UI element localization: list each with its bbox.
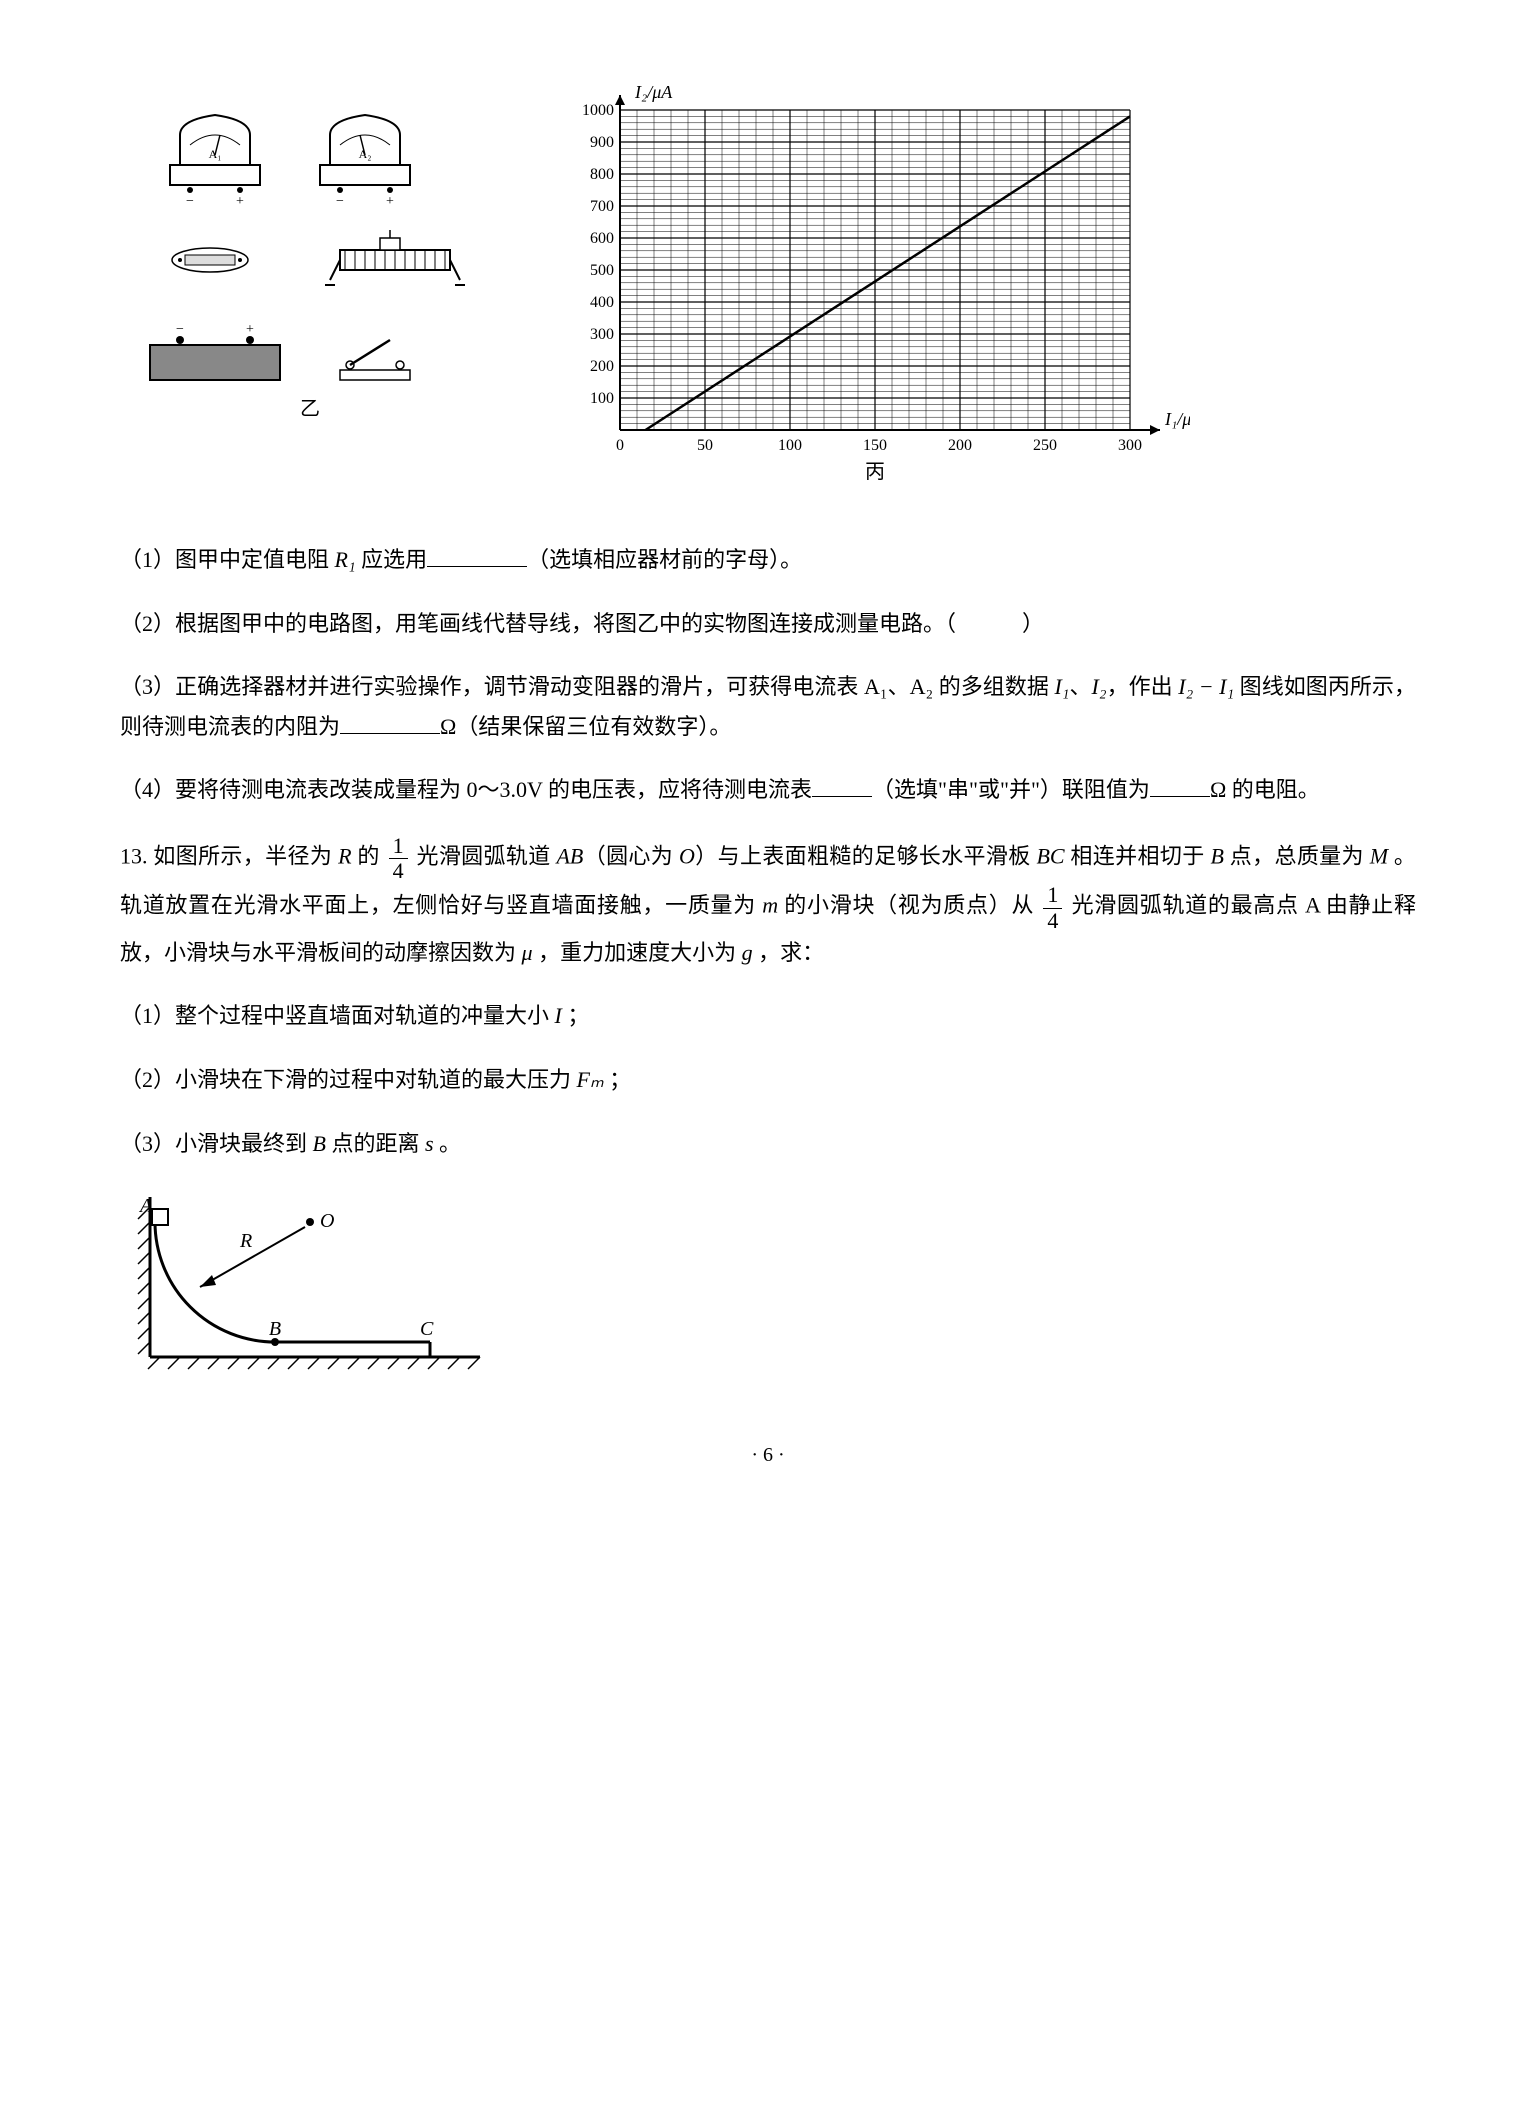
svg-text:900: 900 (590, 134, 614, 151)
question-1: （1）图甲中定值电阻 R₁ 应选用（选填相应器材前的字母）。 (120, 540, 1416, 580)
apparatus-caption: 乙 (300, 398, 320, 420)
apparatus-diagram: A₁ − + A₂ − + (120, 80, 500, 440)
chart-xlabel: I₁/μA (1164, 409, 1190, 429)
diagram-q13: A O R B C (120, 1187, 500, 1387)
svg-text:R: R (239, 1230, 252, 1252)
svg-text:−: − (186, 194, 194, 209)
question-13-1: （1）整个过程中竖直墙面对轨道的冲量大小 I ； (120, 996, 1416, 1036)
svg-text:400: 400 (590, 294, 614, 311)
question-13-2: （2）小滑块在下滑的过程中对轨道的最大压力 Fₘ ； (120, 1060, 1416, 1100)
svg-text:700: 700 (590, 198, 614, 215)
svg-text:300: 300 (1118, 437, 1142, 454)
question-4: （4）要将待测电流表改装成量程为 0～3.0V 的电压表，应将待测电流表（选填"… (120, 770, 1416, 810)
svg-text:C: C (420, 1318, 434, 1340)
question-3: （3）正确选择器材并进行实验操作，调节滑动变阻器的滑片，可获得电流表 A₁、A₂… (120, 667, 1416, 746)
svg-text:50: 50 (697, 437, 713, 454)
svg-text:+: + (236, 194, 244, 209)
svg-text:0: 0 (616, 437, 624, 454)
blank-q4b[interactable] (1150, 771, 1210, 797)
svg-text:150: 150 (863, 437, 887, 454)
svg-text:A₁: A₁ (209, 147, 222, 161)
svg-text:100: 100 (590, 390, 614, 407)
svg-text:800: 800 (590, 166, 614, 183)
svg-text:300: 300 (590, 326, 614, 343)
figure-row: A₁ − + A₂ − + (120, 80, 1416, 500)
svg-text:+: + (246, 322, 254, 337)
apparatus-svg: A₁ − + A₂ − + (120, 80, 500, 440)
question-13: 13. 如图所示，半径为 R 的 14 光滑圆弧轨道 AB（圆心为 O）与上表面… (120, 834, 1416, 972)
question-2: （2）根据图甲中的电路图，用笔画线代替导线，将图乙中的实物图连接成测量电路。（ … (120, 604, 1416, 644)
chart-svg: 100 200 300 400 500 600 700 800 900 1000 0 50 100 15… (540, 80, 1190, 500)
chart-bing: 100 200 300 400 500 600 700 800 900 1000 0 50 100 15… (540, 80, 1190, 500)
svg-text:−: − (336, 194, 344, 209)
svg-text:500: 500 (590, 262, 614, 279)
svg-text:100: 100 (778, 437, 802, 454)
svg-text:O: O (320, 1210, 334, 1232)
question-13-3: （3）小滑块最终到 B 点的距离 s 。 (120, 1124, 1416, 1164)
page-number: · 6 · (120, 1437, 1416, 1473)
fraction-1-4-b: 14 (1043, 883, 1062, 932)
blank-q1[interactable] (427, 541, 527, 567)
diagram-q13-svg: A O R B C (120, 1187, 500, 1387)
svg-text:1000: 1000 (582, 102, 614, 119)
svg-text:250: 250 (1033, 437, 1057, 454)
svg-text:A₂: A₂ (359, 147, 372, 161)
svg-text:−: − (176, 322, 184, 337)
fraction-1-4: 14 (389, 834, 408, 883)
svg-text:+: + (386, 194, 394, 209)
chart-caption: 丙 (865, 461, 885, 483)
svg-text:B: B (269, 1318, 281, 1340)
blank-q3[interactable] (340, 707, 440, 733)
svg-text:A: A (138, 1195, 153, 1217)
chart-ylabel: I₂/μA (634, 82, 673, 102)
blank-q4a[interactable] (812, 771, 872, 797)
svg-text:200: 200 (948, 437, 972, 454)
svg-text:200: 200 (590, 358, 614, 375)
svg-text:600: 600 (590, 230, 614, 247)
